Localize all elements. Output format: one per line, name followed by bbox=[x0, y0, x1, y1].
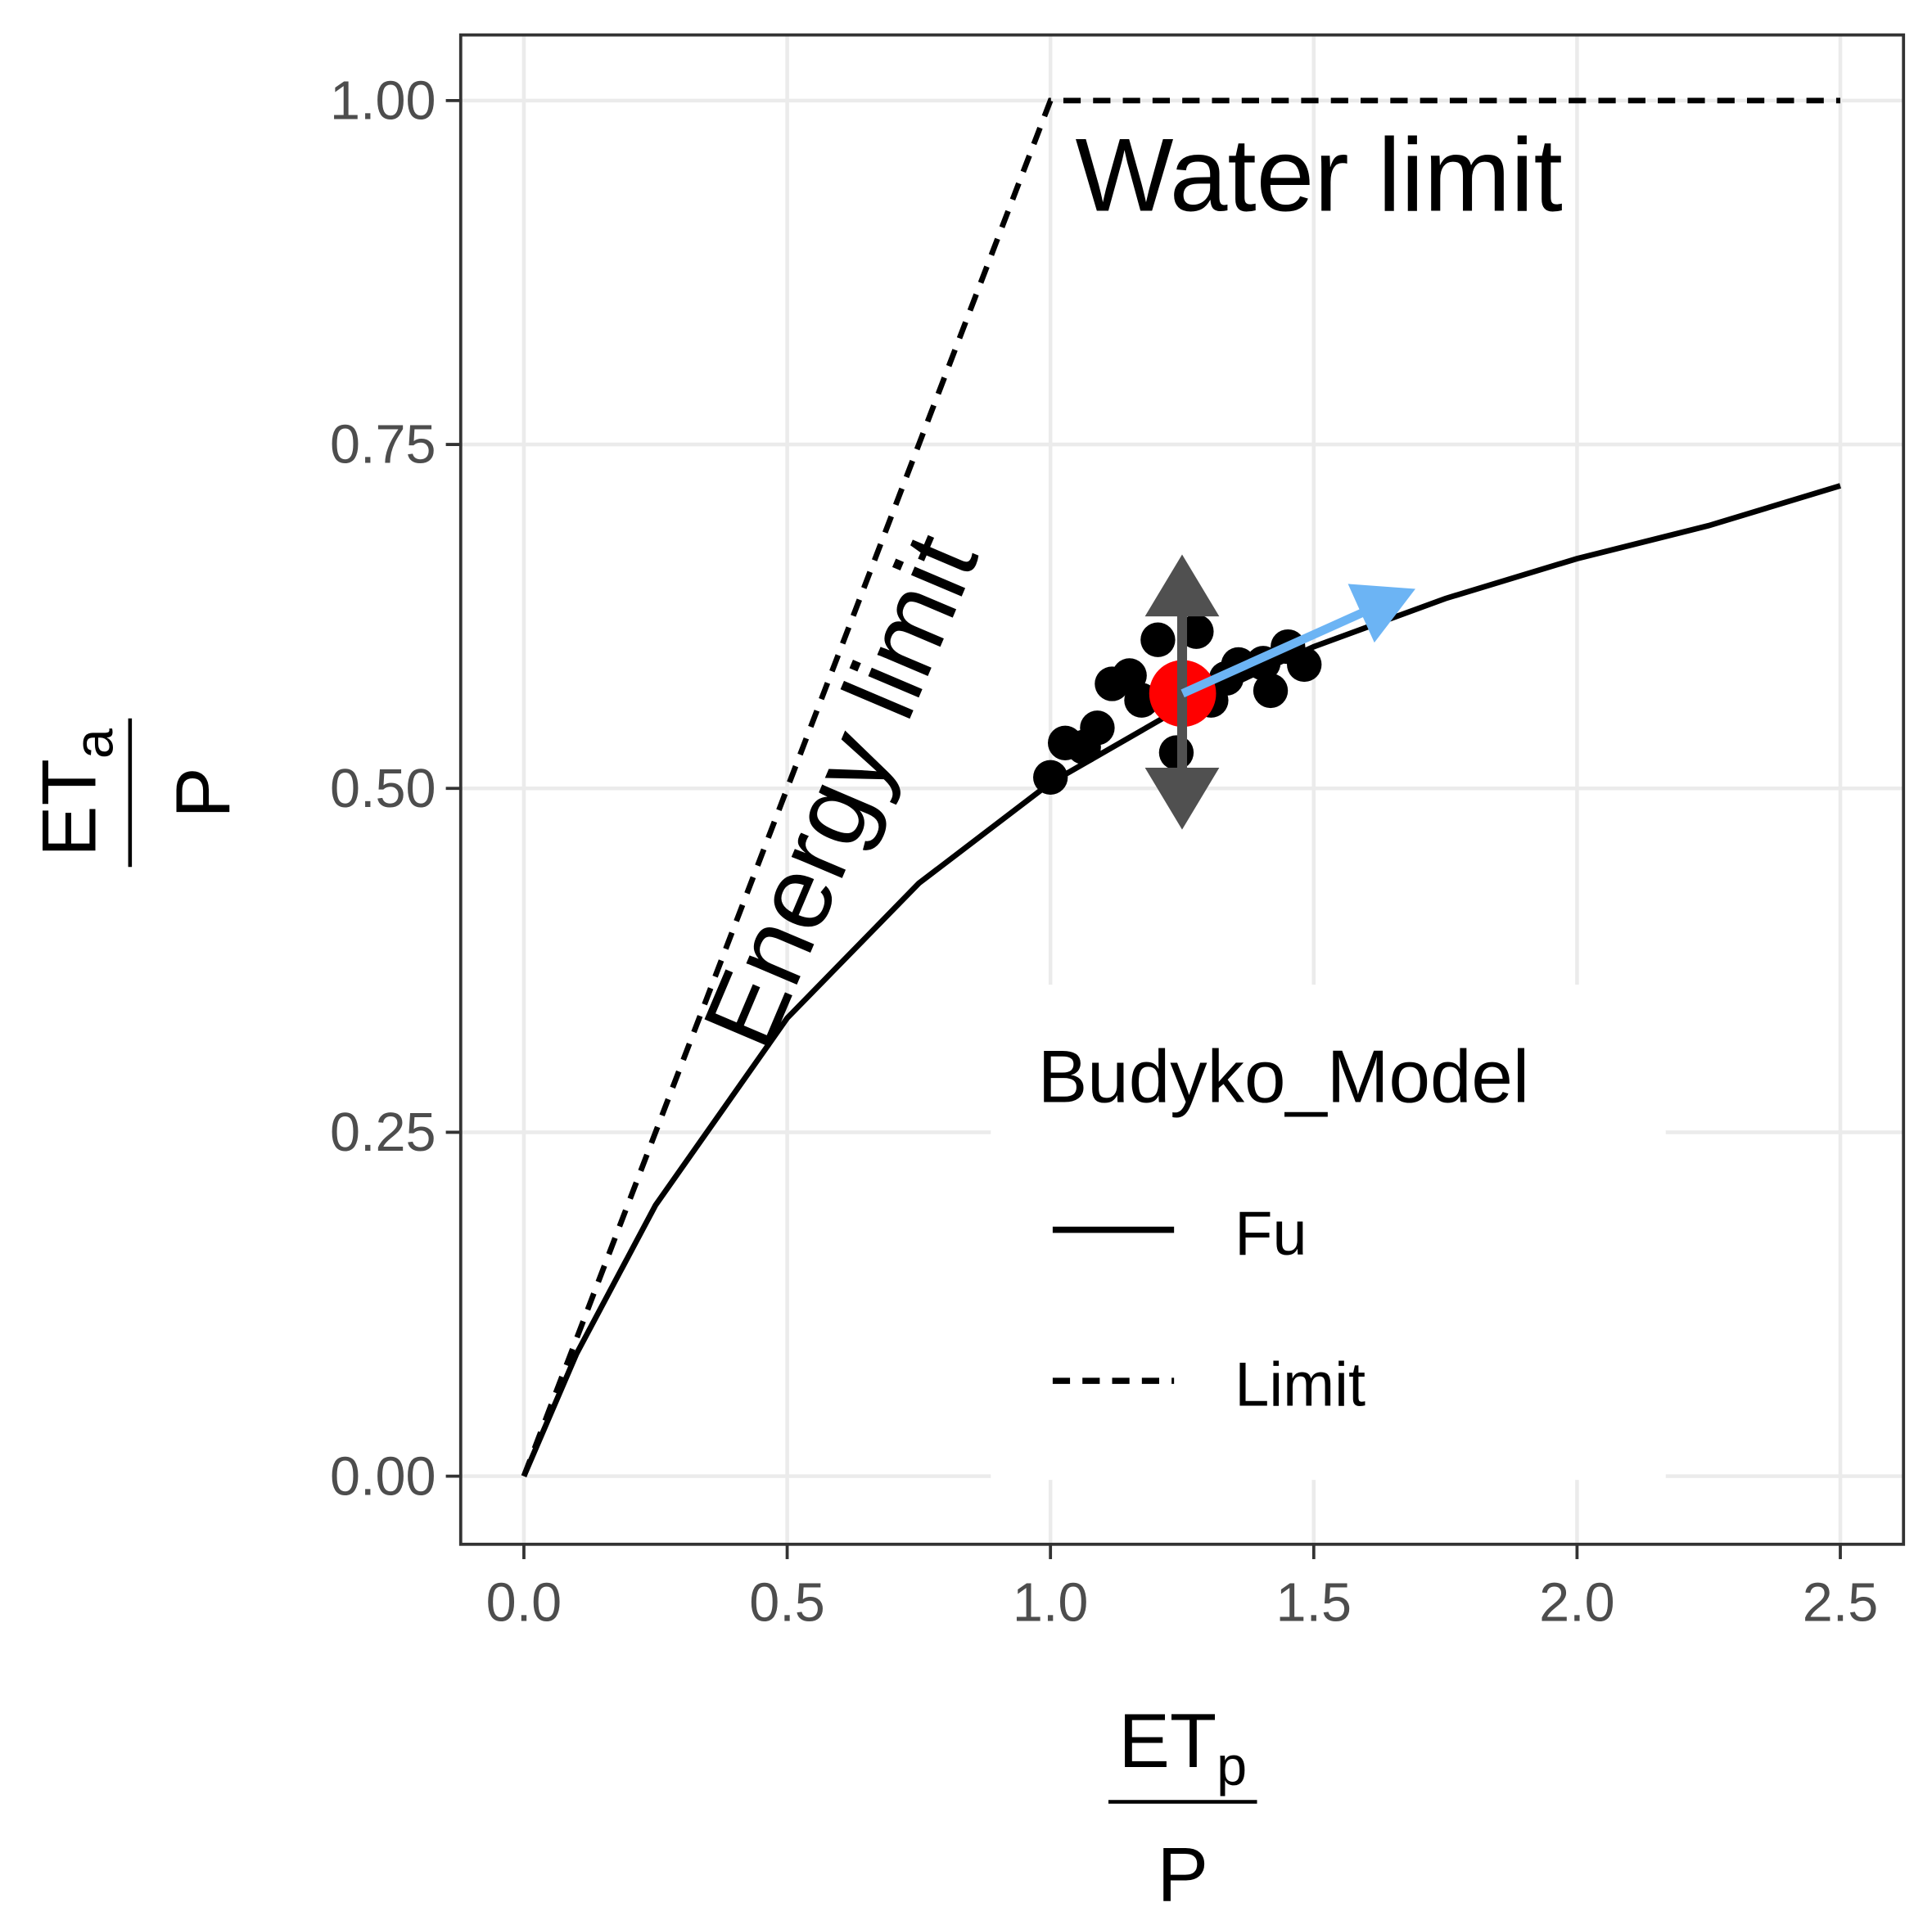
y-tick-label: 1.00 bbox=[330, 71, 436, 132]
arrow bbox=[1180, 604, 1375, 698]
point bbox=[1140, 622, 1176, 657]
y-tick-label: 0.00 bbox=[330, 1446, 436, 1507]
legend-label: Fu bbox=[1235, 1200, 1307, 1269]
y-tick-label: 0.25 bbox=[330, 1102, 436, 1163]
arrowhead bbox=[1144, 554, 1220, 617]
line bbox=[521, 483, 1842, 1477]
point bbox=[1033, 760, 1068, 795]
axis-title-denominator: P bbox=[160, 767, 246, 818]
x-tick-label: 0.0 bbox=[486, 1573, 562, 1634]
subscript: a bbox=[65, 728, 125, 759]
x-tick-label: 0.5 bbox=[749, 1573, 825, 1634]
point bbox=[1158, 735, 1194, 770]
arrowhead bbox=[1347, 584, 1415, 643]
arrowhead bbox=[1144, 768, 1220, 830]
axis-title-denominator: P bbox=[1157, 1832, 1208, 1916]
x-tick-label: 2.5 bbox=[1803, 1573, 1879, 1634]
x-tick-label: 1.5 bbox=[1276, 1573, 1352, 1634]
axis-title: ETa P bbox=[25, 718, 246, 868]
legend-label: Limit bbox=[1235, 1350, 1365, 1419]
line bbox=[521, 97, 1841, 1477]
point bbox=[1287, 647, 1322, 683]
y-tick-label: 0.75 bbox=[330, 415, 436, 476]
y-tick-label: 0.50 bbox=[330, 759, 436, 819]
numerator: ET bbox=[1118, 1697, 1217, 1783]
point bbox=[1253, 673, 1289, 709]
axis-title-numerator: ETp bbox=[1118, 1697, 1247, 1797]
annotation: Water limit bbox=[1076, 117, 1563, 233]
legend-title: Budyko_Model bbox=[1038, 1036, 1529, 1119]
x-tick-label: 2.0 bbox=[1539, 1573, 1615, 1634]
axes: 0.0 0.5 1.0 1.5 2.0 2.5 0.00 0.25 0.50 0.75 1.00 ET… bbox=[25, 71, 1878, 1916]
numerator: ET bbox=[25, 759, 111, 857]
subscript: p bbox=[1217, 1736, 1247, 1797]
legend: Budyko_Model Fu Limit bbox=[991, 985, 1666, 1481]
point bbox=[1080, 710, 1115, 746]
point bbox=[1179, 614, 1214, 649]
axis-title-numerator: ETa bbox=[25, 728, 124, 857]
x-tick-label: 1.0 bbox=[1013, 1573, 1089, 1634]
